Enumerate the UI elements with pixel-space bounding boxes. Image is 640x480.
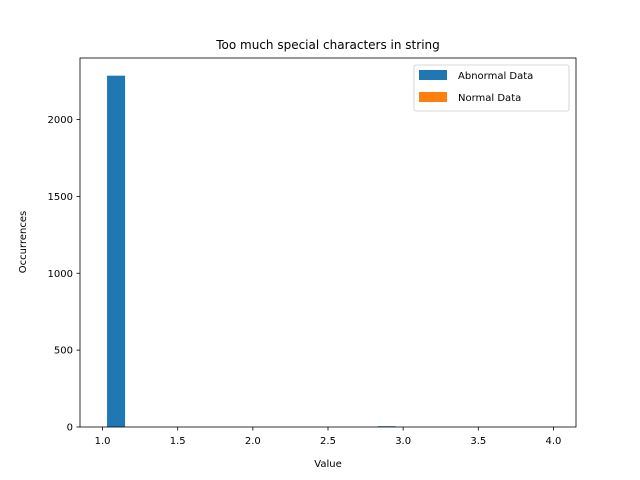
legend: Abnormal Data Normal Data [413,64,570,112]
y-tick-label: 0 [67,423,73,434]
x-axis-ticks: 1.0 1.5 2.0 2.5 3.0 3.5 4.0 [95,427,562,447]
legend-swatch-abnormal [419,70,447,80]
x-tick-label: 3.0 [395,436,411,447]
x-tick-label: 3.5 [470,436,486,447]
chart-title: Too much special characters in string [215,38,440,52]
bar-series-0-bin-0 [107,75,126,428]
x-axis-label: Value [314,459,341,470]
x-tick-label: 2.5 [320,436,336,447]
legend-label-abnormal: Abnormal Data [458,71,533,82]
legend-label-normal: Normal Data [458,93,521,104]
x-tick-label: 1.0 [95,436,111,447]
legend-swatch-normal [419,92,447,102]
x-tick-label: 4.0 [546,436,562,447]
x-tick-label: 1.5 [170,436,186,447]
y-tick-label: 2000 [48,115,73,126]
y-tick-label: 500 [54,346,73,357]
y-axis-label: Occurrences [18,211,29,273]
y-tick-label: 1000 [48,269,73,280]
x-tick-label: 2.0 [245,436,261,447]
y-axis-ticks: 0 500 1000 1500 2000 [48,115,80,434]
y-tick-label: 1500 [48,192,73,203]
legend-box [413,64,570,112]
